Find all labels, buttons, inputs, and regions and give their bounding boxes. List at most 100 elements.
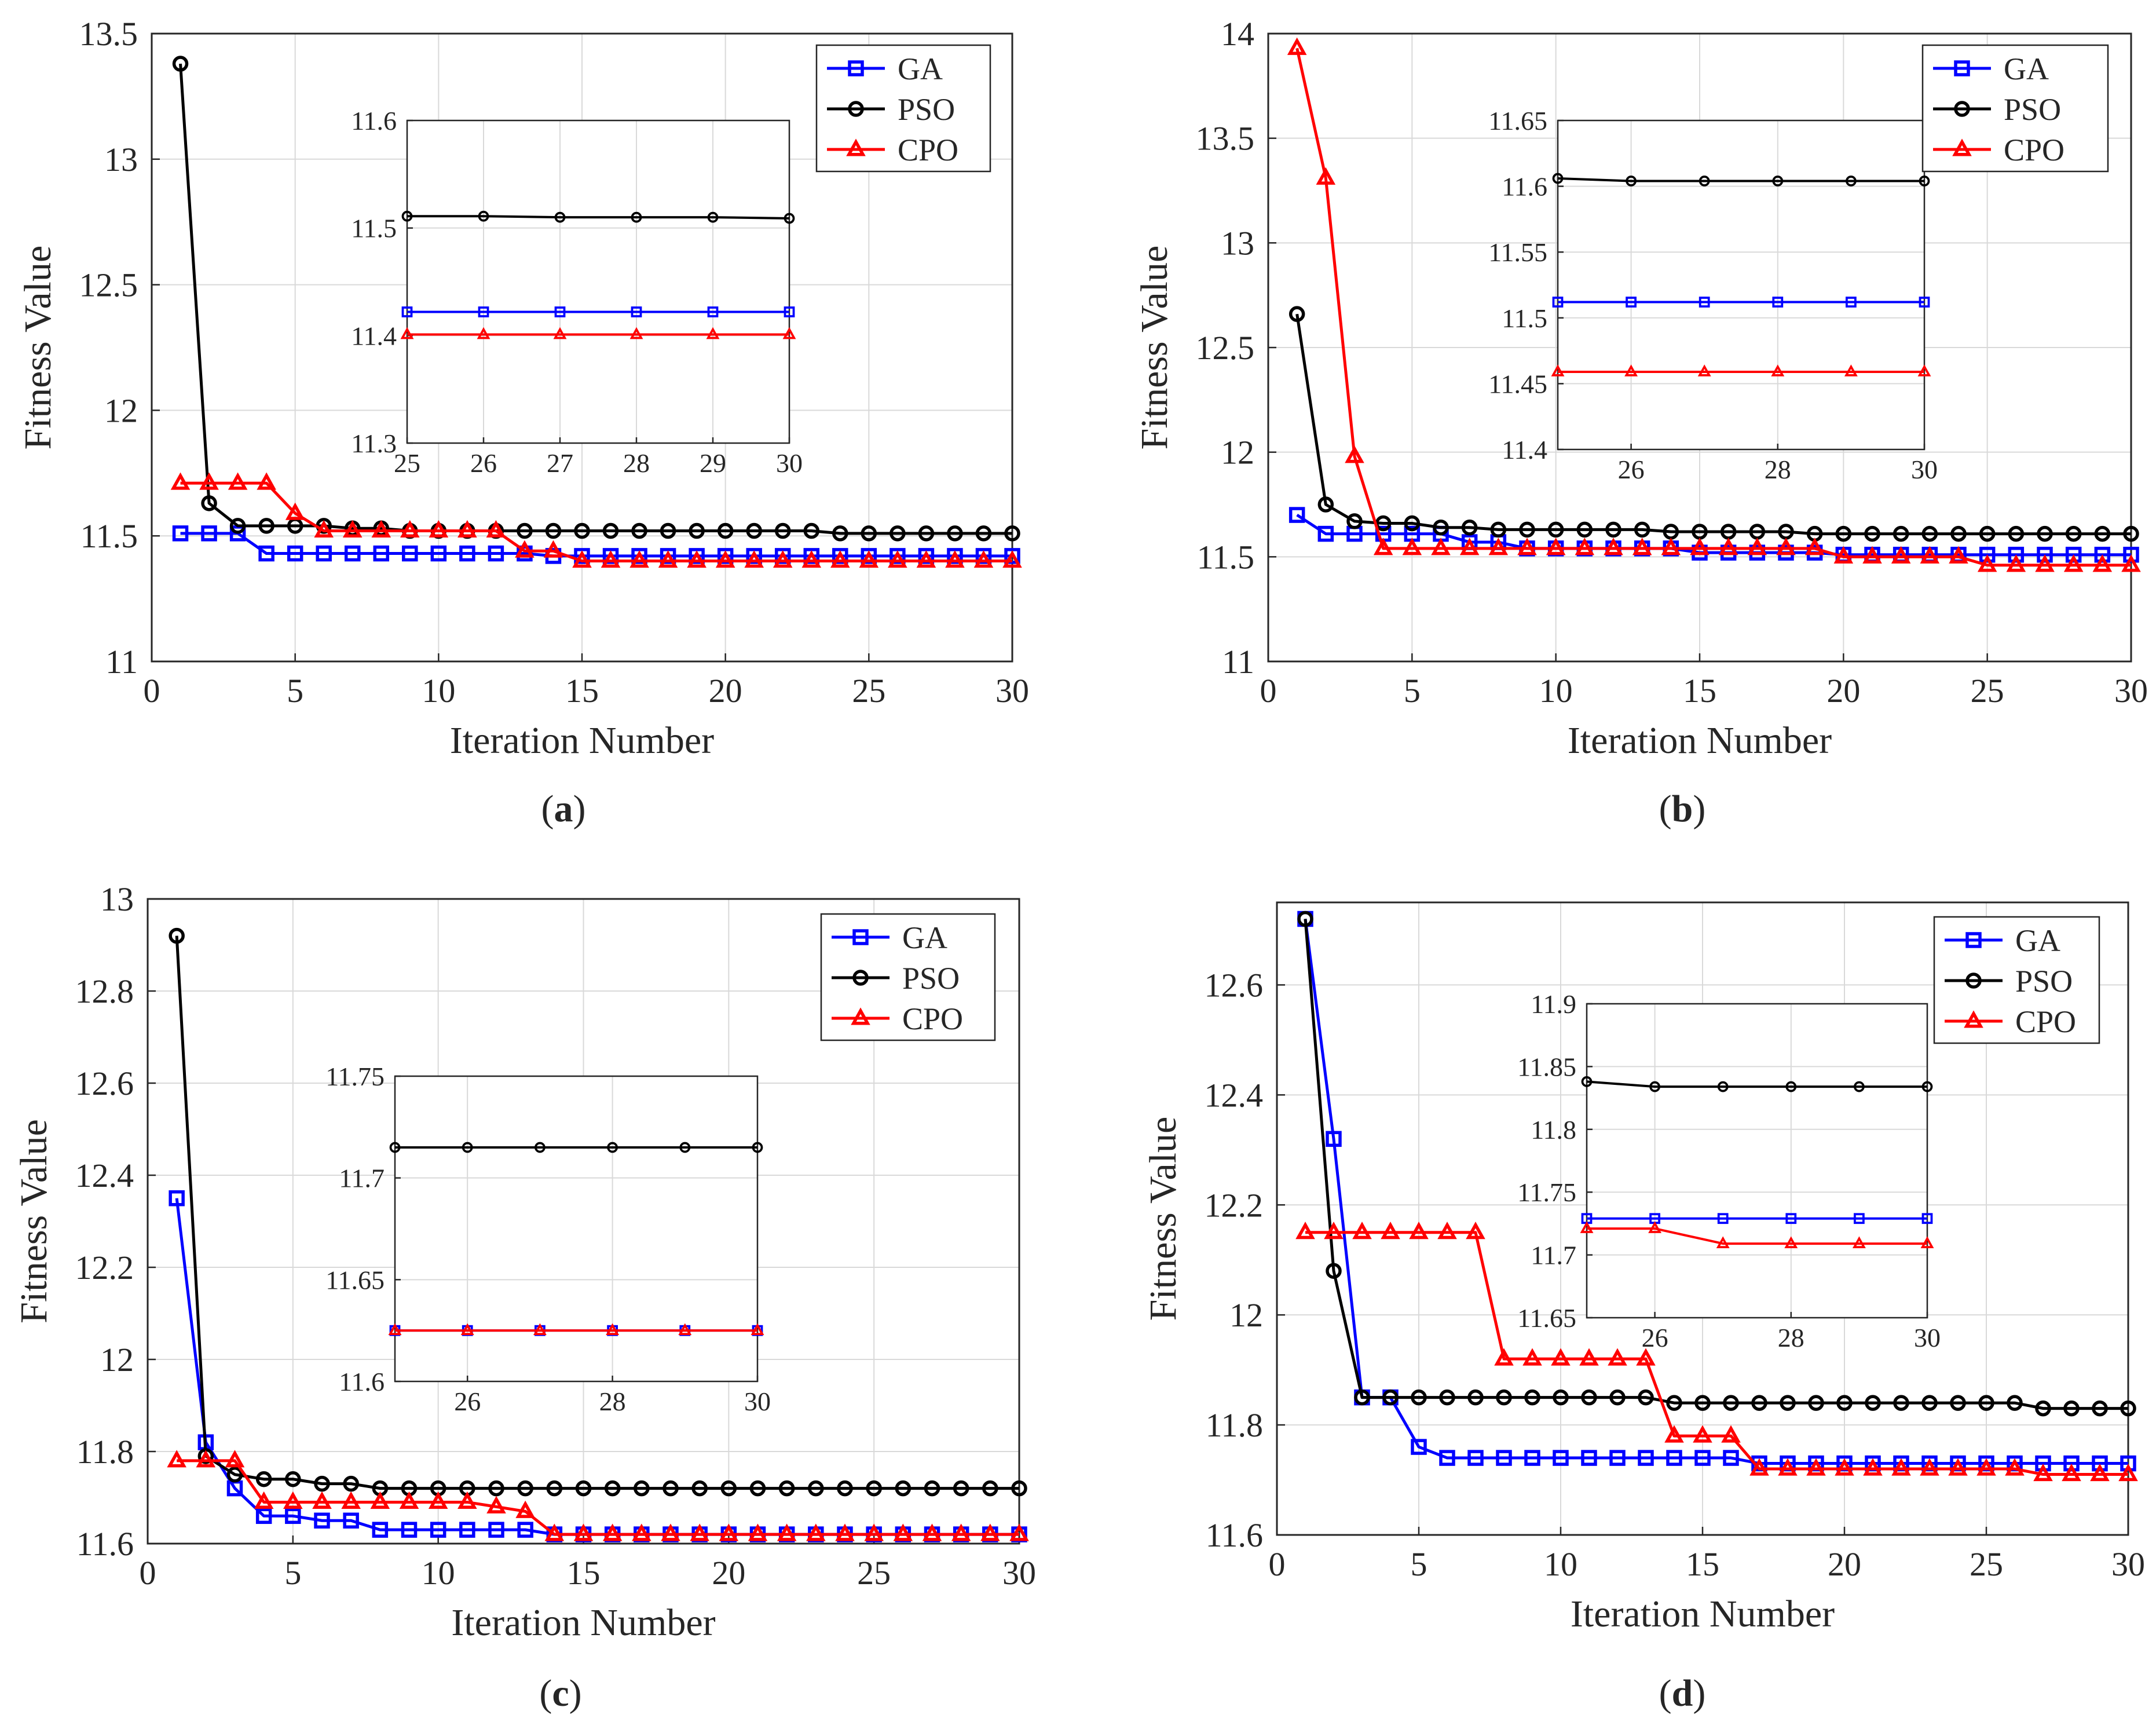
point-cpo — [1920, 1458, 1939, 1476]
legend-label-cpo: CPO — [2015, 1004, 2076, 1039]
point-pso — [2092, 1400, 2108, 1417]
x-tick-label: 25 — [1971, 672, 2004, 710]
y-tick-label: 12.2 — [75, 1249, 134, 1286]
point-cpo — [1747, 538, 1767, 555]
inset-a: 25 26 27 28 29 30 11.3 11.4 11.5 11.6 — [351, 106, 803, 478]
series-cpo — [170, 472, 1022, 568]
point-pso — [1382, 1389, 1399, 1406]
y-tick-label: 12.4 — [75, 1157, 134, 1194]
point-ga — [2037, 546, 2053, 563]
y-tick-label: 11.8 — [1206, 1406, 1263, 1444]
point-pso — [1496, 1389, 1512, 1406]
point-cpo — [629, 550, 649, 568]
y-tick-label: 12.5 — [1196, 329, 1255, 367]
series-cpo — [167, 1450, 1029, 1541]
point-ga — [1467, 1450, 1484, 1466]
legend-label-ga: GA — [2004, 52, 2049, 86]
series-cpo — [1287, 37, 2141, 572]
x-tick-label: 10 — [1539, 672, 1573, 710]
x-tick-label: 28 — [1765, 455, 1791, 484]
point-ga — [201, 525, 217, 542]
point-pso — [1433, 519, 1449, 536]
point-cpo — [170, 472, 191, 490]
panel-caption: (d) — [1659, 1672, 1706, 1714]
y-tick-label: 12.4 — [1205, 1076, 1264, 1114]
y-tick-label: 11 — [1222, 643, 1254, 681]
point-cpo — [314, 520, 334, 538]
point-pso — [749, 1480, 766, 1497]
y-tick-label: 11.6 — [1206, 1516, 1263, 1554]
point-ga — [488, 1522, 504, 1538]
point-pso — [229, 518, 246, 534]
y-tick-label: 11.8 — [1531, 1115, 1576, 1145]
point-cpo — [196, 1450, 216, 1468]
point-cpo — [601, 550, 621, 568]
point-cpo — [1352, 1222, 1372, 1240]
x-tick-label: 30 — [1002, 1554, 1036, 1592]
point-pso — [607, 1142, 618, 1153]
x-tick-label: 25 — [852, 672, 885, 710]
point-ga — [255, 1508, 272, 1524]
point-pso — [604, 1480, 621, 1497]
point-pso — [2037, 525, 2053, 542]
point-pso — [1519, 521, 1535, 538]
axes-box — [394, 1075, 759, 1383]
point-cpo — [2035, 554, 2055, 572]
y-tick-label: 12 — [1229, 1296, 1263, 1334]
point-ga — [459, 545, 475, 562]
point-pso — [1581, 1076, 1593, 1087]
point-cpo — [980, 1523, 1000, 1541]
legend-label-pso: PSO — [2004, 92, 2061, 127]
y-tick-label: 11.8 — [76, 1433, 134, 1471]
point-pso — [575, 1480, 592, 1497]
point-pso — [784, 213, 795, 224]
legend-label-ga: GA — [898, 52, 943, 86]
y-tick-label: 12.5 — [79, 266, 138, 304]
point-cpo — [1664, 1425, 1684, 1443]
point-pso — [2094, 525, 2111, 542]
point-pso — [545, 522, 562, 539]
point-cpo — [2062, 1463, 2081, 1482]
legend-label-pso: PSO — [2015, 964, 2073, 999]
point-pso — [918, 525, 935, 542]
point-pso — [1297, 911, 1313, 927]
point-ga — [707, 306, 719, 317]
point-ga — [1626, 297, 1637, 308]
point-pso — [631, 522, 647, 539]
point-pso — [1699, 176, 1710, 187]
point-pso — [890, 525, 906, 542]
point-pso — [535, 1142, 546, 1153]
point-cpo — [1466, 1222, 1485, 1240]
point-pso — [1950, 525, 1967, 542]
point-cpo — [228, 472, 248, 490]
x-axis-label: Iteration Number — [1568, 719, 1832, 762]
point-pso — [1921, 525, 1938, 542]
point-cpo — [1517, 538, 1537, 555]
x-tick-label: 20 — [1826, 672, 1860, 710]
point-pso — [1576, 521, 1593, 538]
point-pso — [1854, 1081, 1865, 1092]
point-pso — [1694, 1395, 1711, 1411]
x-tick-label: 15 — [567, 1554, 601, 1592]
point-pso — [1553, 1389, 1569, 1406]
point-cpo — [225, 1450, 245, 1468]
legend-label-cpo: CPO — [2004, 133, 2065, 167]
point-pso — [343, 1475, 359, 1492]
y-axis-label: Fitness Value — [1133, 246, 1176, 450]
point-pso — [832, 525, 848, 542]
legend-label-ga: GA — [902, 920, 947, 955]
point-pso — [924, 1480, 940, 1497]
series-line-ga — [1304, 919, 2128, 1465]
point-cpo — [1716, 1236, 1730, 1248]
point-ga — [2094, 546, 2111, 563]
y-tick-label: 11.5 — [351, 214, 397, 243]
point-ga — [1699, 297, 1710, 308]
point-cpo — [1784, 1236, 1798, 1248]
point-cpo — [1776, 538, 1796, 555]
point-cpo — [1833, 546, 1854, 564]
caption-letter: d — [1672, 1672, 1693, 1714]
legend-marker-ga — [848, 60, 864, 76]
point-pso — [401, 210, 413, 222]
point-cpo — [543, 540, 563, 558]
point-cpo — [342, 520, 363, 538]
